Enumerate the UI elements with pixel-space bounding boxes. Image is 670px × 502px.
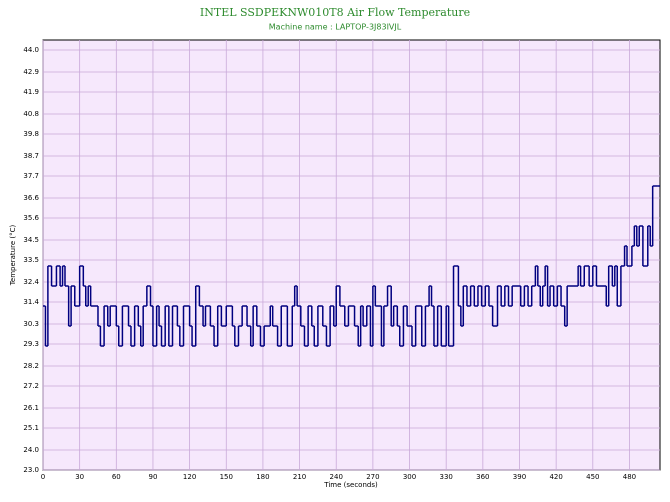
y-tick-label: 27.2 [23,382,39,390]
x-axis-label: Time (seconds) [323,481,378,489]
y-tick-label: 31.4 [23,298,39,306]
plot-area [42,39,661,471]
y-tick-label: 30.3 [23,320,39,328]
x-tick-label: 150 [220,473,233,481]
y-tick-label: 42.9 [23,68,39,76]
y-tick-label: 41.9 [23,88,39,96]
chart-subtitle: Machine name : LAPTOP-3J83IVJL [269,23,402,32]
x-tick-label: 270 [366,473,379,481]
y-tick-label: 26.1 [23,404,39,412]
x-tick-label: 240 [330,473,343,481]
y-tick-label: 25.1 [23,424,39,432]
x-tick-label: 420 [549,473,562,481]
y-tick-label: 39.8 [23,130,39,138]
y-tick-label: 38.7 [23,152,39,160]
x-tick-label: 60 [112,473,121,481]
x-tick-label: 90 [148,473,157,481]
y-tick-label: 37.7 [23,172,39,180]
x-tick-label: 300 [403,473,416,481]
y-tick-label: 28.2 [23,362,39,370]
y-tick-label: 33.5 [23,256,39,264]
x-tick-label: 210 [293,473,306,481]
x-tick-label: 330 [440,473,453,481]
y-tick-label: 44.0 [23,46,39,54]
x-tick-label: 120 [183,473,196,481]
chart-title: INTEL SSDPEKNW010T8 Air Flow Temperature [200,6,470,19]
x-tick-label: 390 [513,473,526,481]
x-tick-label: 0 [41,473,45,481]
y-tick-label: 36.6 [23,194,39,202]
x-tick-label: 30 [75,473,84,481]
y-tick-label: 29.3 [23,340,39,348]
y-tick-label: 34.5 [23,236,39,244]
x-tick-label: 480 [623,473,636,481]
y-axis-label: Temperature (°C) [9,225,17,287]
x-tick-label: 360 [476,473,489,481]
y-tick-label: 32.4 [23,278,39,286]
y-tick-label: 35.6 [23,214,39,222]
x-tick-label: 450 [586,473,599,481]
x-tick-label: 180 [256,473,269,481]
y-tick-label: 23.0 [23,466,39,474]
y-tick-label: 24.0 [23,446,39,454]
y-tick-label: 40.8 [23,110,39,118]
